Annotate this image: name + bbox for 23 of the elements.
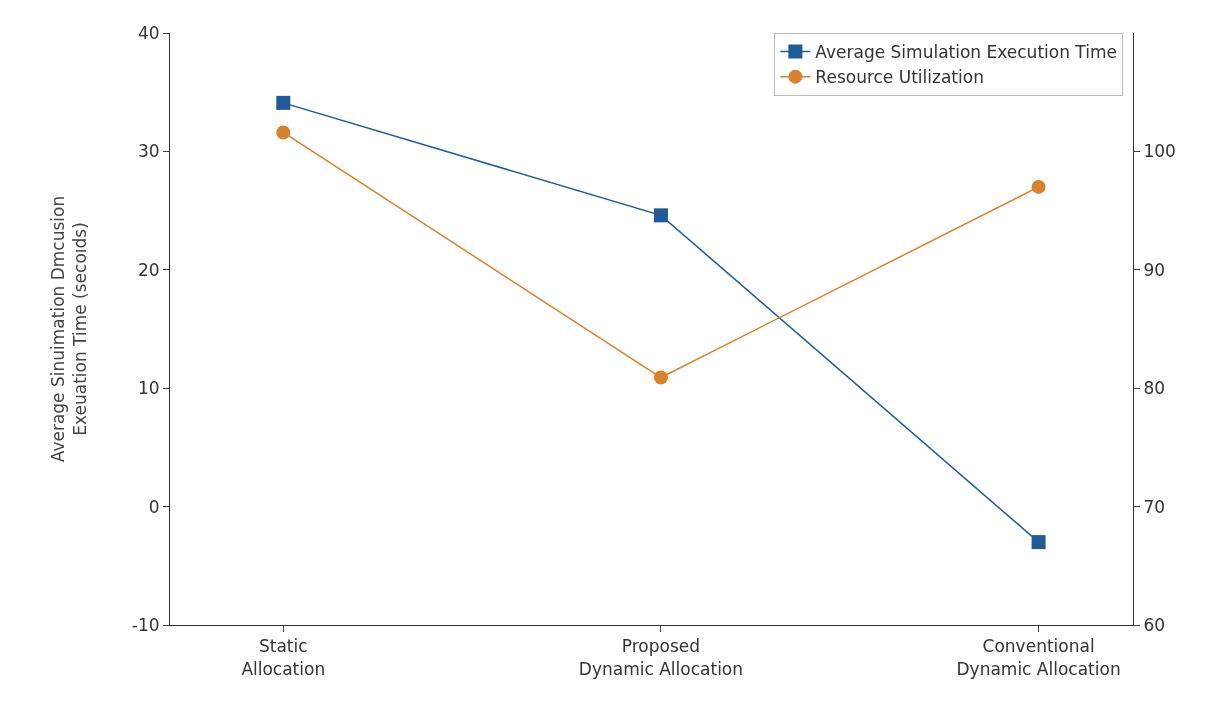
point bbox=[276, 125, 291, 140]
y-tick-label: 20 bbox=[137, 259, 160, 280]
y2-tick-label: 100 bbox=[1143, 141, 1176, 162]
point bbox=[1031, 535, 1046, 550]
legend-label: Resource Utilization bbox=[815, 67, 984, 88]
point bbox=[653, 208, 668, 223]
y2-tick-label: 90 bbox=[1143, 259, 1166, 280]
y-tick-label: 10 bbox=[137, 378, 160, 399]
x-tick-label: Static Allocation bbox=[241, 636, 326, 679]
point bbox=[1031, 179, 1046, 194]
y2-tick-label: 70 bbox=[1143, 496, 1166, 517]
y-axis-title: Average Sinuimation Dmcusion Exeuation Time (secoıds) bbox=[48, 195, 91, 463]
point bbox=[653, 370, 668, 385]
x-tick-label: Conventional Dynamic Allocation bbox=[956, 636, 1121, 679]
y2-tick-label: 60 bbox=[1143, 614, 1166, 635]
y-tick-label: 40 bbox=[137, 22, 160, 43]
y2-tick-label: 80 bbox=[1143, 378, 1166, 399]
legend-label: Average Simulation Execution Time bbox=[815, 42, 1117, 63]
y-tick-label: -10 bbox=[131, 614, 160, 635]
y-tick-label: 0 bbox=[148, 496, 160, 517]
point bbox=[276, 95, 291, 110]
y-tick-label: 30 bbox=[137, 141, 160, 162]
x-tick-label: Proposed Dynamic Allocation bbox=[578, 636, 744, 679]
